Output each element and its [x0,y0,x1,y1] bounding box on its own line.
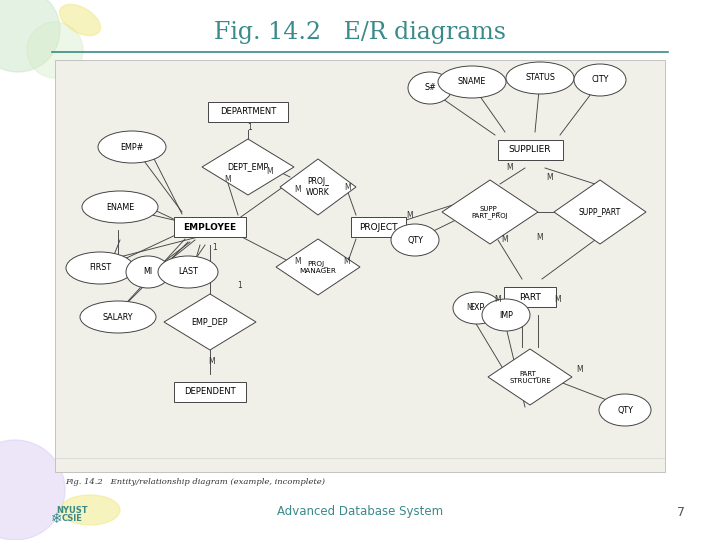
Circle shape [0,0,60,72]
Ellipse shape [438,66,506,98]
Text: ENAME: ENAME [106,202,134,212]
Text: CSIE: CSIE [62,514,82,523]
Ellipse shape [482,299,530,331]
Text: Fig. 14.2   E/R diagrams: Fig. 14.2 E/R diagrams [214,21,506,44]
Ellipse shape [82,191,158,223]
Text: M: M [294,186,301,194]
Text: SALARY: SALARY [103,313,133,321]
Text: M: M [266,167,274,177]
Text: M: M [345,184,351,192]
Polygon shape [164,294,256,350]
Text: 7: 7 [677,505,685,518]
Text: IMP: IMP [499,310,513,320]
Polygon shape [280,159,356,215]
Polygon shape [488,349,572,405]
Text: 1: 1 [238,280,243,289]
Text: MI: MI [143,267,153,276]
FancyBboxPatch shape [174,382,246,402]
Text: Fig. 14.2   Entity/relationship diagram (example, incomplete): Fig. 14.2 Entity/relationship diagram (e… [65,478,325,486]
Text: FIRST: FIRST [89,264,111,273]
Polygon shape [276,239,360,295]
Ellipse shape [453,292,501,324]
Ellipse shape [391,224,439,256]
FancyBboxPatch shape [351,217,405,237]
Ellipse shape [60,495,120,525]
Ellipse shape [158,256,218,288]
Text: LAST: LAST [178,267,198,276]
FancyBboxPatch shape [55,60,665,472]
Text: CITY: CITY [591,76,608,84]
Text: M: M [495,295,501,305]
Text: M: M [536,233,544,242]
Text: PROJECT: PROJECT [359,222,397,232]
Text: EMP_DEP: EMP_DEP [192,318,228,327]
Text: M: M [502,235,508,245]
Circle shape [27,22,83,78]
Text: QTY: QTY [407,235,423,245]
Text: PROJ_
WORK: PROJ_ WORK [306,177,330,197]
Text: Advanced Database System: Advanced Database System [277,505,443,518]
Text: SUPPLIER: SUPPLIER [509,145,552,154]
Ellipse shape [66,252,134,284]
Text: EXP: EXP [469,303,485,313]
FancyBboxPatch shape [504,287,556,307]
Text: DEPENDENT: DEPENDENT [184,388,236,396]
Text: S#: S# [424,84,436,92]
Text: SUPP_PART: SUPP_PART [579,207,621,217]
Text: DEPARTMENT: DEPARTMENT [220,107,276,117]
Text: M: M [507,164,513,172]
Text: M: M [546,172,553,181]
Text: 1: 1 [248,124,253,132]
Ellipse shape [80,301,156,333]
Text: 1: 1 [212,244,217,253]
Text: M: M [407,211,413,219]
FancyBboxPatch shape [174,217,246,237]
Text: ❄: ❄ [51,512,63,526]
Ellipse shape [574,64,626,96]
Polygon shape [554,180,646,244]
Text: SNAME: SNAME [458,78,486,86]
Text: PART_
STRUCTURE: PART_ STRUCTURE [509,370,551,384]
Circle shape [0,440,65,540]
Text: EMP#: EMP# [120,143,144,152]
Text: M: M [343,258,351,267]
Text: EMPLOYEE: EMPLOYEE [184,222,237,232]
Ellipse shape [599,394,651,426]
Text: M: M [209,357,215,367]
Text: M: M [467,303,473,313]
Text: PROJ_
MANAGER: PROJ_ MANAGER [300,260,336,274]
Text: SUPP_
PART_PROJ: SUPP_ PART_PROJ [472,205,508,219]
Text: QTY: QTY [617,406,633,415]
Text: M: M [554,295,562,305]
Text: PART: PART [519,293,541,301]
Polygon shape [442,180,538,244]
Text: STATUS: STATUS [525,73,555,83]
Polygon shape [202,139,294,195]
Text: M: M [577,366,583,375]
Ellipse shape [98,131,166,163]
Ellipse shape [408,72,452,104]
Text: M: M [225,176,231,185]
Ellipse shape [60,4,101,36]
Ellipse shape [126,256,170,288]
Text: DEPT_EMP: DEPT_EMP [228,163,269,172]
FancyBboxPatch shape [208,102,288,122]
FancyBboxPatch shape [498,140,562,160]
Ellipse shape [506,62,574,94]
Text: NYUST: NYUST [56,506,88,515]
Text: M: M [294,258,301,267]
